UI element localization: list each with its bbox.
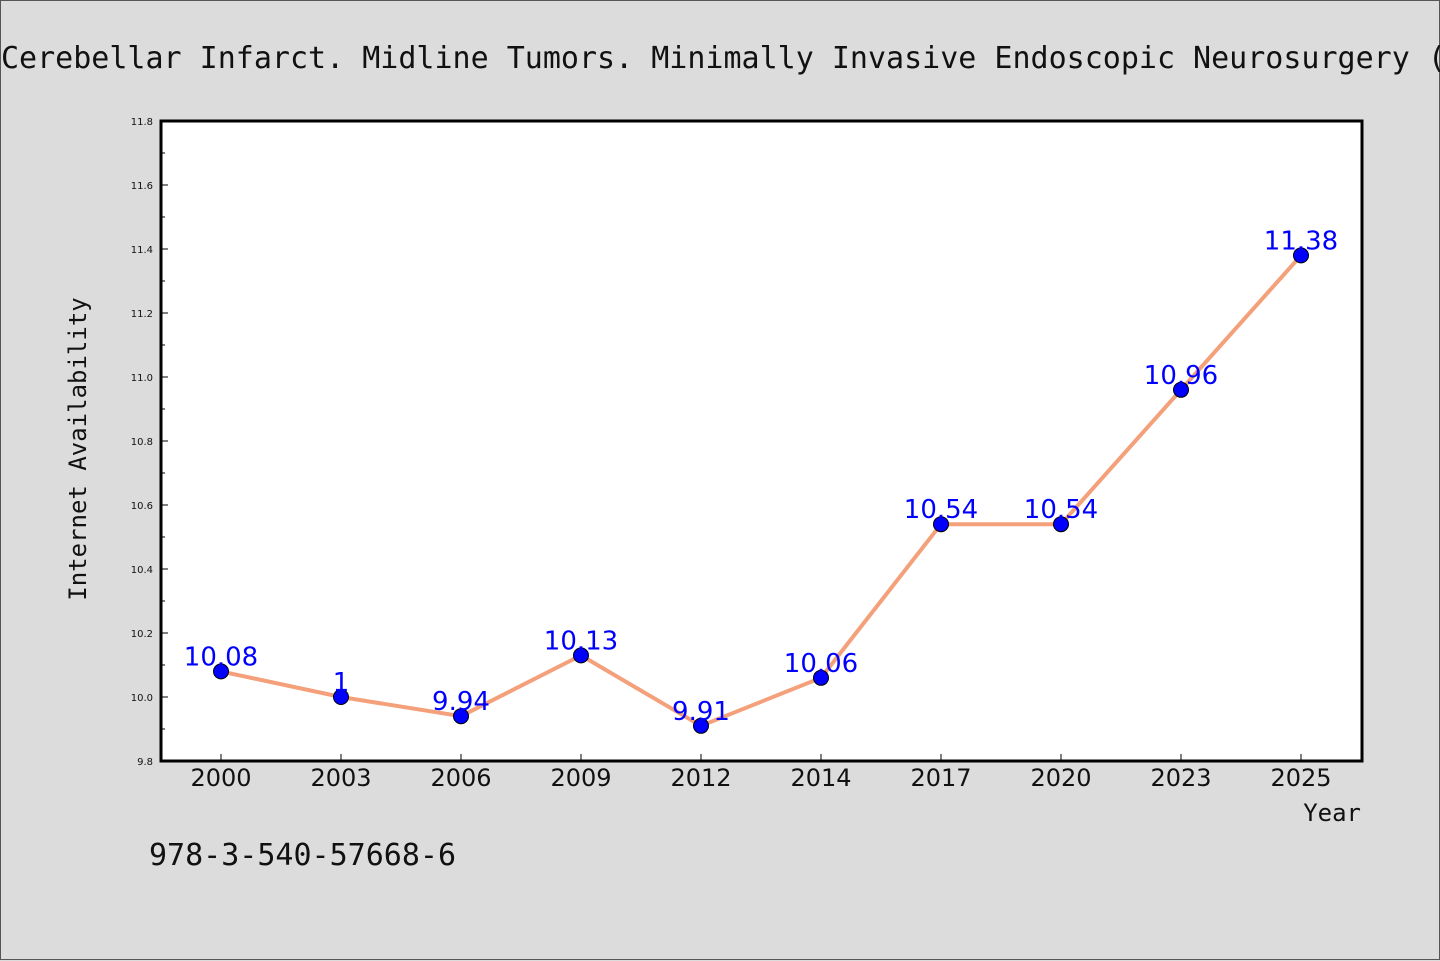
data-label: 10.96: [1144, 361, 1218, 391]
data-label: 10.54: [1024, 495, 1098, 525]
data-labels: 10.08 1 9.94 10.13 9.91 10.06 10.54 10.54 10.96 1…: [184, 226, 1338, 726]
x-tick-label: 2003: [310, 764, 371, 792]
data-label: 10.13: [544, 626, 618, 656]
x-axis-ticks: 2000 2003 2006 2009 2012 2014 2017 2020 2023 2025: [190, 754, 1332, 792]
y-tick-label: 9.8: [137, 757, 153, 768]
y-tick-label: 10.0: [131, 693, 153, 704]
y-axis-label: Internet Availability: [64, 297, 92, 600]
isbn-text: 978-3-540-57668-6: [149, 838, 456, 873]
data-label: 10.06: [784, 649, 858, 679]
x-tick-label: 2023: [1150, 764, 1211, 792]
x-tick-label: 2000: [190, 764, 251, 792]
plot-area: [159, 119, 1364, 763]
chart-title: Cerebellar Infarct. Midline Tumors. Mini…: [1, 41, 1440, 76]
y-tick-label: 11.4: [131, 245, 153, 256]
x-tick-label: 2012: [670, 764, 731, 792]
x-tick-label: 2006: [430, 764, 491, 792]
data-point: [1053, 516, 1069, 533]
data-label: 10.54: [904, 495, 978, 525]
x-tick-label: 2025: [1270, 764, 1331, 792]
x-tick-label: 2014: [790, 764, 851, 792]
x-tick-label: 2017: [910, 764, 971, 792]
y-tick-label: 10.2: [131, 629, 153, 640]
y-tick-label: 11.0: [131, 373, 153, 384]
y-tick-label: 10.4: [131, 565, 153, 576]
data-point: [1293, 247, 1309, 264]
data-point: [1173, 381, 1189, 398]
data-point: [693, 717, 709, 734]
y-tick-label: 11.6: [131, 181, 153, 192]
data-point: [573, 647, 589, 664]
data-point: [813, 669, 829, 686]
y-tick-label: 11.8: [131, 117, 153, 128]
y-axis-ticks: 9.8 10.0 10.2 10.4 10.6 10.8 11.0 11.2 11.4 11.6 1…: [131, 117, 168, 768]
data-point: [333, 689, 349, 705]
series-layer: [213, 247, 1309, 734]
series-line: [220, 254, 1303, 728]
data-point: [213, 663, 229, 680]
data-label: 9.94: [432, 687, 490, 717]
data-point: [933, 516, 949, 533]
x-axis-label: Year: [1303, 799, 1361, 827]
y-tick-label: 10.8: [131, 437, 153, 448]
data-label: 11.38: [1264, 226, 1338, 256]
y-tick-label: 11.2: [131, 309, 153, 320]
x-tick-label: 2020: [1030, 764, 1091, 792]
data-label: 9.91: [672, 697, 730, 727]
data-label: 1: [333, 668, 350, 698]
data-label: 10.08: [184, 642, 258, 672]
x-tick-label: 2009: [550, 764, 611, 792]
data-point: [453, 708, 469, 725]
y-tick-label: 10.6: [131, 501, 153, 512]
